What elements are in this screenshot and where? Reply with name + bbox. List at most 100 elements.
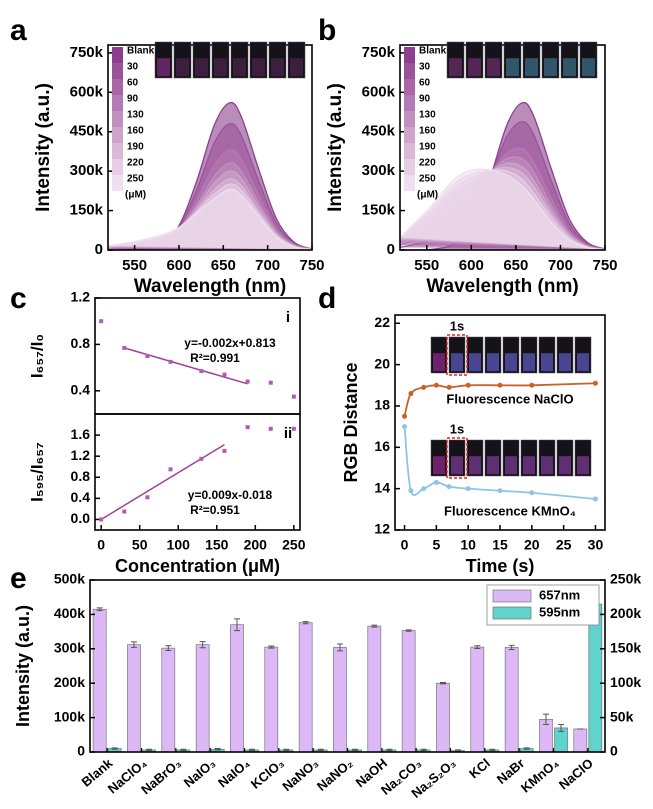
point [529,382,535,388]
error-bar [249,748,256,752]
x-tick-label: 250 [282,537,306,553]
point [592,496,598,502]
vial-glow [506,58,519,77]
panel-label: b [318,14,336,47]
bar [195,644,210,753]
legend-swatch [404,47,415,63]
y-tick-label: 300k [70,162,104,179]
vial-glow [559,353,571,372]
x-tick-label: NaIO₄ [215,755,253,790]
equation: y=-0.002x+0.813 [184,336,276,350]
legend-label: 30 [419,62,431,73]
point [268,380,273,385]
highlight-box [446,437,468,479]
vial-glow [505,456,517,475]
legend-swatch [112,111,123,127]
y-tick-label: 300k [362,162,396,179]
error-bar [336,643,343,652]
vial-glow [582,58,595,77]
bar [470,646,485,753]
x-tick-label: NaIO₃ [181,755,218,790]
y-tick-label: 1.2 [71,289,91,305]
bar [92,608,107,753]
legend-swatch [112,127,123,143]
r-squared: R²=0.951 [190,503,240,517]
point [592,380,598,386]
legend-swatch [492,606,532,620]
vial-glow [505,353,517,372]
vial-glow [157,58,170,77]
error-bar [386,748,393,752]
y-tick-label: 16 [374,438,390,454]
legend-unit: (μM) [417,190,438,201]
error-bar [214,748,221,751]
y-tick-label: 12 [374,521,390,537]
point [199,369,204,374]
error-bar [283,748,290,752]
y-axis-label: Intensity (a.u.) [33,83,54,212]
error-bar [508,644,515,650]
point [122,345,127,350]
x-tick-label: KCl [466,755,493,781]
vial-glow [487,456,499,475]
legend-swatch [112,175,123,191]
y-tick-label: 14 [374,479,390,495]
vial-glow [469,456,481,475]
point [268,426,273,431]
y-tick-label: 150k [610,640,641,656]
y-tick-label: 200k [610,605,641,621]
bar [264,646,279,753]
vial-glow [468,58,481,77]
legend-label: 90 [419,94,431,105]
legend-label: 160 [419,126,436,137]
error-bar [317,748,324,752]
panel-label: c [10,282,27,315]
x-tick-label: 750 [299,257,324,274]
vial-glow [451,353,463,372]
vial-glow [449,58,462,77]
legend-swatch [404,79,415,95]
y-tick-label: 250k [610,571,641,587]
y-tick-label: 600k [362,83,396,100]
x-tick-label: 650 [211,257,236,274]
y-axis-label: Intensity (a.u.) [13,605,33,727]
error-bar [165,645,172,652]
x-tick-label: 750 [592,257,617,274]
legend-swatch [404,159,415,175]
legend-unit: (μM) [125,190,146,201]
vial-glow [271,58,284,77]
point [199,456,204,461]
point [402,413,408,419]
y-tick-label: 0 [610,743,618,759]
vial-glow [252,58,265,77]
bar [298,622,313,753]
x-tick-label: NaClO [556,755,596,792]
point [446,384,452,390]
y-tick-label: 0 [387,241,395,258]
y-tick-label: 450k [362,123,396,140]
bar [401,630,416,753]
highlight-box [446,334,468,376]
y-tick-label: 150k [362,202,396,219]
bar [588,603,603,753]
legend-swatch [404,127,415,143]
error-bar [96,607,103,612]
y-axis-label: RGB Distance [341,362,361,482]
x-tick-label: 15 [492,537,508,553]
x-tick-label: 0 [97,537,105,553]
subplot-label: ii [284,425,292,442]
y-axis-label: I₆₅₇/I₀ [27,334,46,378]
spectrum [399,168,606,251]
legend-label: Blank [419,46,447,57]
legend-swatch [112,159,123,175]
x-axis-label: Wavelength (nm) [426,276,578,297]
error-bar [146,748,153,752]
error-bar [111,747,118,750]
vial-glow [451,456,463,475]
x-tick-label: NaNO₂ [314,755,356,794]
y-tick-label: 100k [610,674,641,690]
point [446,484,452,490]
x-tick-label: 30 [588,537,604,553]
vial-glow [523,353,535,372]
